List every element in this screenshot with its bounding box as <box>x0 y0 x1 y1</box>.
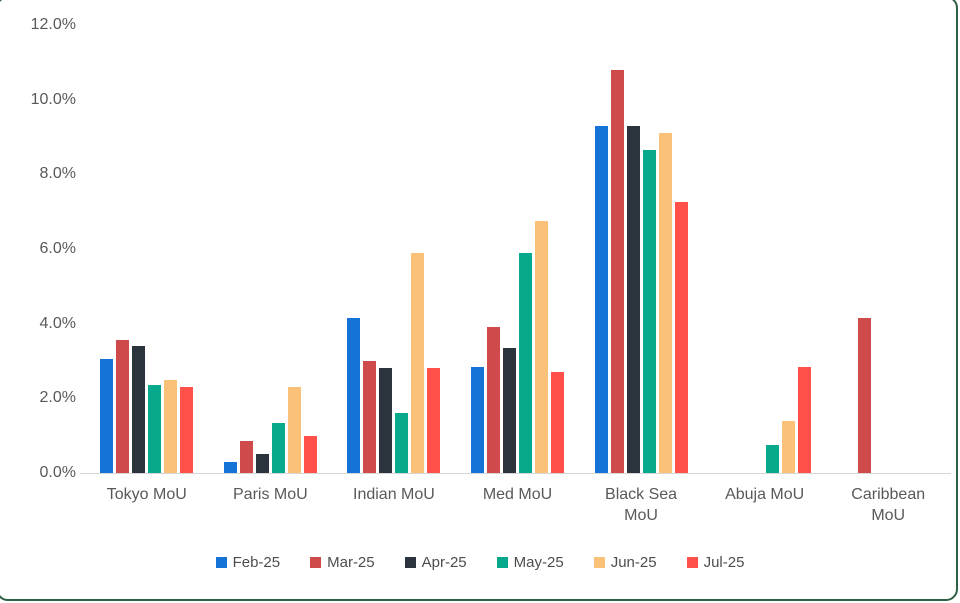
legend-item-feb-25: Feb-25 <box>215 554 281 571</box>
bar-may-25-tokyo-mou <box>148 385 162 473</box>
bar-jun-25-black-sea-mou <box>658 133 672 473</box>
y-axis-tick-label: 8.0% <box>39 165 76 183</box>
bar-may-25-med-mou <box>519 252 532 473</box>
bar-jun-25-tokyo-mou <box>164 379 178 473</box>
bar-may-25-paris-mou <box>271 422 285 473</box>
bar-jul-25-med-mou <box>551 372 564 473</box>
legend-label: Mar-25 <box>327 554 375 571</box>
bar-jul-25-paris-mou <box>303 435 317 473</box>
bar-mar-25-med-mou <box>487 327 500 473</box>
bar-feb-25-med-mou <box>471 366 484 473</box>
y-axis-tick-label: 6.0% <box>39 240 76 257</box>
category-label-tokyo-mou: Tokyo MoU <box>106 486 187 503</box>
legend-swatch-icon <box>310 557 322 568</box>
legend-swatch-icon <box>496 557 508 568</box>
legend-label: Apr-25 <box>421 554 467 571</box>
bar-jul-25-tokyo-mou <box>180 387 194 473</box>
legend-item-jul-25: Jul-25 <box>686 554 745 571</box>
y-axis-tick-label: 2.0% <box>39 389 76 407</box>
legend-label: Jul-25 <box>703 554 745 571</box>
legend-swatch-icon <box>686 557 698 568</box>
category-label-black-sea-mou: Black Sea MoU <box>605 486 678 524</box>
bar-may-25-abuja-mou <box>766 445 780 473</box>
legend-label: Feb-25 <box>232 554 281 571</box>
bar-feb-25-indian-mou <box>347 318 361 473</box>
legend-swatch-icon <box>593 557 605 568</box>
bar-mar-25-black-sea-mou <box>610 69 624 473</box>
bar-feb-25-black-sea-mou <box>594 125 608 473</box>
bar-apr-25-med-mou <box>503 347 516 473</box>
y-axis-tick-label: 4.0% <box>39 314 76 332</box>
y-axis-tick-label: 12.0% <box>30 16 76 33</box>
legend-swatch-icon <box>404 557 416 568</box>
y-axis-tick-label: 10.0% <box>30 90 76 108</box>
legend-item-may-25: May-25 <box>496 554 564 571</box>
bar-jun-25-paris-mou <box>287 387 301 473</box>
legend-item-apr-25: Apr-25 <box>404 554 467 571</box>
bar-apr-25-tokyo-mou <box>132 346 146 473</box>
bar-jul-25-indian-mou <box>427 368 441 473</box>
category-label-caribbean-mou: Caribbean MoU <box>851 486 926 524</box>
x-axis-line <box>80 473 951 474</box>
bar-mar-25-caribbean-mou <box>857 318 871 473</box>
y-axis-tick-label: 0.0% <box>39 464 76 481</box>
bar-mar-25-tokyo-mou <box>116 340 130 473</box>
bar-apr-25-paris-mou <box>255 454 269 473</box>
bar-feb-25-tokyo-mou <box>100 359 114 473</box>
bar-may-25-black-sea-mou <box>642 150 656 473</box>
category-label-paris-mou: Paris MoU <box>233 486 308 503</box>
bar-jul-25-abuja-mou <box>798 366 812 473</box>
category-label-med-mou: Med MoU <box>482 486 553 503</box>
bar-mar-25-paris-mou <box>239 441 253 473</box>
bar-apr-25-black-sea-mou <box>626 125 640 473</box>
bar-jun-25-abuja-mou <box>782 420 796 473</box>
bar-apr-25-indian-mou <box>379 368 393 473</box>
bar-jun-25-indian-mou <box>411 252 425 473</box>
legend: Feb-25 Mar-25 Apr-25 May-25 Jun-25 Jul-25 <box>0 554 960 571</box>
category-label-indian-mou: Indian MoU <box>353 486 435 503</box>
legend-item-mar-25: Mar-25 <box>310 554 375 571</box>
bar-jul-25-black-sea-mou <box>674 202 688 473</box>
bar-jun-25-med-mou <box>535 221 548 473</box>
legend-label: May-25 <box>513 554 564 571</box>
legend-label: Jun-25 <box>610 554 657 571</box>
category-label-abuja-mou: Abuja MoU <box>725 486 805 503</box>
legend-item-jun-25: Jun-25 <box>593 554 657 571</box>
legend-swatch-icon <box>215 557 227 568</box>
bar-may-25-indian-mou <box>395 413 409 473</box>
bar-mar-25-indian-mou <box>363 361 377 473</box>
bar-feb-25-paris-mou <box>223 461 237 473</box>
